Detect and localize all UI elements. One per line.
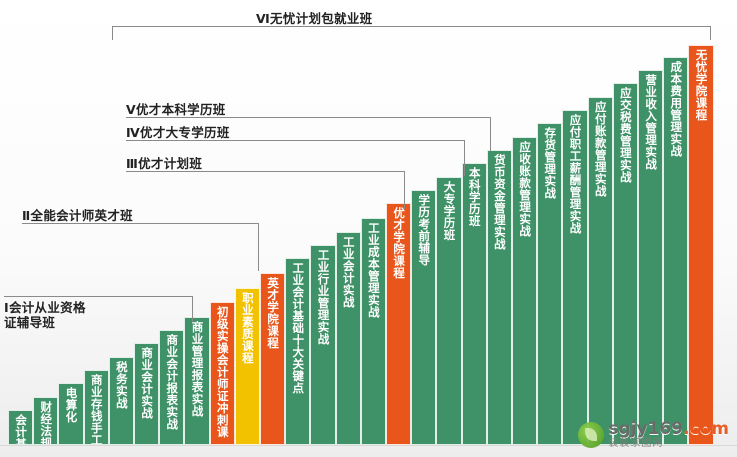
group-line-1 [4,296,192,297]
bar-label: 商业管理报表实战 [190,320,205,417]
watermark-subtitle: 装装家图网 [608,437,664,449]
group-line-2 [22,223,258,224]
group-label-2: Ⅱ全能会计师英才班 [22,208,133,223]
bar-label: 商业存钱手工账实战 [89,374,104,445]
bar-27: 成本费用管理实战 [663,56,689,445]
group-tick-4 [464,140,465,176]
group-label-6: Ⅵ无忧计划包就业班 [256,11,373,26]
bar-24: 应付账款管理实战 [587,96,613,445]
bar-label: 应付账款管理实战 [593,100,608,197]
bar-label: 工业行业管理实战 [316,249,331,345]
bar-18: 大专学历班 [436,176,462,445]
watermark-domain: .com [683,418,729,439]
bar-label: 成本费用管理实战 [669,60,684,157]
bar-7: 商业会计报表实战 [159,330,185,445]
bar-label: 职业素质课程 [240,292,255,365]
bar-label: 应付职工薪酬管理实战 [568,114,583,234]
group-tick-3 [404,171,405,209]
bar-26: 营业收入管理实战 [638,70,664,445]
watermark-site: sgjy169 [608,418,684,439]
bar-14: 工业会计实战 [335,231,361,445]
bar-label: 商业会计报表实战 [165,334,180,430]
group-tick-6-right [710,26,711,40]
bar-series: 会计基础 财经法规 电算化 商业存钱手工账实战 税务实战 商业会计实战 商业会计报表实战 商业… [8,45,714,445]
bar-label: 存货管理实战 [543,127,558,200]
bar-10: 职业素质课程 [234,288,260,445]
bar-1: 会计基础 [8,410,34,445]
bar-label: 无忧学院课程 [694,49,709,121]
bar-9: 初级实操会计师证冲刺课 [209,301,235,445]
bar-22: 存货管理实战 [537,123,563,445]
bar-4: 商业存钱手工账实战 [83,370,109,445]
bar-3: 电算化 [58,383,84,445]
bar-label: 学历考前辅导 [417,194,432,266]
group-line-5 [126,117,490,118]
leaf-icon [578,421,605,448]
group-label-3: Ⅲ优才计划班 [126,156,203,171]
watermark: sgjy169.com 装装家图网 [578,418,729,449]
group-tick-5 [490,117,491,151]
bar-label: 税务实战 [114,360,129,409]
group-label-1: Ⅰ会计从业资格证辅导班 [4,300,86,330]
bar-23: 应付职工薪酬管理实战 [562,110,588,445]
bar-6: 商业会计实战 [134,343,160,445]
bar-label: 大专学历班 [442,180,457,241]
group-tick-2 [258,223,259,271]
bar-label: 营业收入管理实战 [644,74,659,170]
bar-25: 应交税费管理实战 [612,83,638,445]
bar-16: 优才学院课程 [386,203,412,445]
bar-11: 英才学院课程 [260,273,286,445]
bar-21: 应收账款管理实战 [512,136,538,445]
bar-label: 应交税费管理实战 [618,87,633,184]
bar-20: 货币资金管理实战 [486,150,512,445]
bar-label: 工业成本管理实战 [366,222,381,319]
bar-label: 工业会计基础十大关键点 [291,262,306,395]
bar-17: 学历考前辅导 [411,190,437,445]
bar-label: 应收账款管理实战 [518,140,533,237]
bar-13: 工业行业管理实战 [310,245,336,445]
bar-19: 本科学历班 [461,163,487,445]
bar-12: 工业会计基础十大关键点 [285,258,311,445]
bar-label: 电算化 [64,387,79,424]
bar-label: 本科学历班 [467,167,482,228]
bar-label: 优才学院课程 [392,207,407,280]
group-tick-1 [192,296,193,322]
bar-15: 工业成本管理实战 [360,218,386,445]
group-label-4: Ⅳ优才大专学历班 [126,125,230,140]
bar-label: 初级实操会计师证冲刺课 [215,305,230,438]
bar-label: 英才学院课程 [266,277,281,350]
bar-label: 财经法规 [39,400,54,445]
bar-28: 无忧学院课程 [688,45,714,445]
group-tick-6-left [112,26,113,40]
bar-5: 税务实战 [108,356,134,445]
group-line-6 [112,26,710,27]
bar-label: 工业会计实战 [341,235,356,308]
group-label-5: Ⅴ优才本科学历班 [126,102,226,117]
group-line-4 [126,140,464,141]
bar-2: 财经法规 [33,396,59,445]
group-line-3 [126,171,404,172]
bar-label: 商业会计实战 [140,347,155,420]
baseline [0,445,737,446]
bar-8: 商业管理报表实战 [184,316,210,445]
bar-label: 货币资金管理实战 [492,154,507,250]
bar-label: 会计基础 [14,414,29,445]
